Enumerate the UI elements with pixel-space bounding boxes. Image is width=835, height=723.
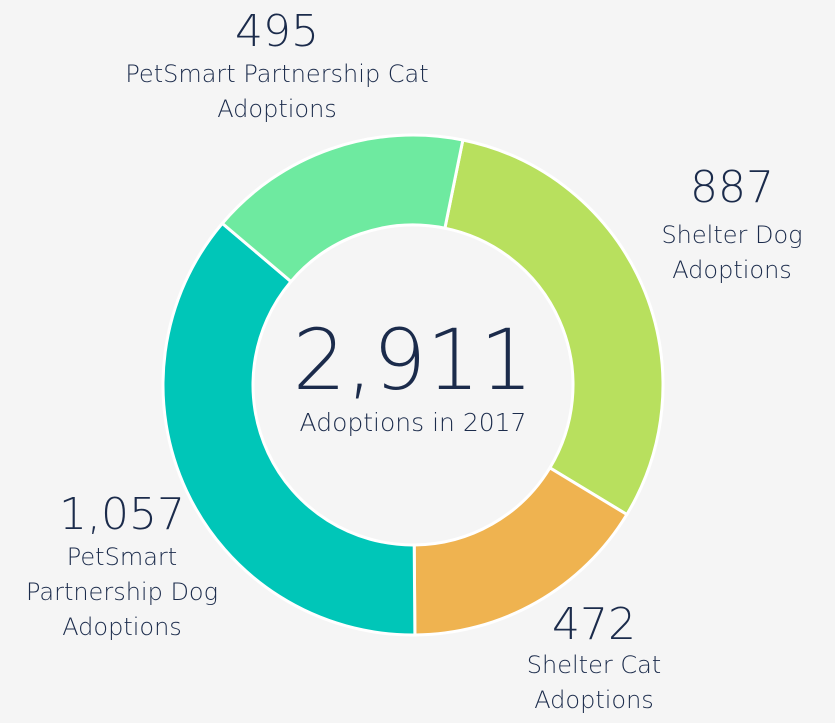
segment-label: PetSmart Partnership Dog Adoptions <box>25 543 219 641</box>
value-label: 495 <box>235 6 319 57</box>
donut-segment <box>443 138 665 517</box>
value-label: 472 <box>552 599 636 650</box>
donut-segment <box>161 221 417 637</box>
total-value: 2,911 <box>292 311 534 409</box>
subtitle: Adoptions in 2017 <box>299 408 527 437</box>
value-label: 887 <box>690 162 774 213</box>
segment-label: PetSmart Partnership Cat Adoptions <box>125 60 429 123</box>
value-label: 1,057 <box>59 489 185 540</box>
segment-label: Shelter Cat Adoptions <box>526 651 662 714</box>
segment-label: Shelter Dog Adoptions <box>661 221 803 284</box>
donut-segment <box>220 133 465 284</box>
